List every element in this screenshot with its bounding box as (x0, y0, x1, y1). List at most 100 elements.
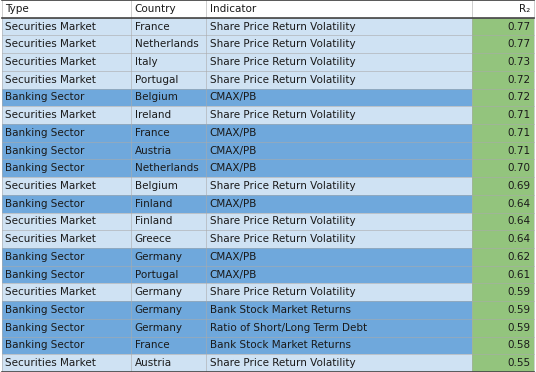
Text: CMAX/PB: CMAX/PB (210, 199, 257, 209)
Bar (2, 124, 472, 142)
Text: France: France (135, 128, 169, 138)
Bar (472, 124, 534, 142)
Text: Germany: Germany (135, 305, 183, 315)
Text: Banking Sector: Banking Sector (5, 340, 84, 350)
Text: Austria: Austria (135, 145, 172, 155)
Text: 0.72: 0.72 (507, 92, 530, 102)
Bar (472, 177, 534, 195)
Text: France: France (135, 22, 169, 32)
Text: Belgium: Belgium (135, 181, 177, 191)
Bar (2, 266, 472, 283)
Text: Securities Market: Securities Market (5, 39, 96, 49)
Text: Germany: Germany (135, 287, 183, 297)
Text: Bank Stock Market Returns: Bank Stock Market Returns (210, 340, 351, 350)
Bar (2, 337, 472, 354)
Text: Share Price Return Volatility: Share Price Return Volatility (210, 75, 355, 85)
Text: Share Price Return Volatility: Share Price Return Volatility (210, 234, 355, 244)
Text: Banking Sector: Banking Sector (5, 163, 84, 173)
Text: Banking Sector: Banking Sector (5, 305, 84, 315)
Text: 0.58: 0.58 (507, 340, 530, 350)
Text: Banking Sector: Banking Sector (5, 323, 84, 333)
Text: Securities Market: Securities Market (5, 181, 96, 191)
Bar (2, 160, 472, 177)
Text: Banking Sector: Banking Sector (5, 145, 84, 155)
Bar (2, 177, 472, 195)
Bar (472, 142, 534, 160)
Bar (2, 0, 472, 18)
Bar (472, 160, 534, 177)
Text: 0.71: 0.71 (507, 128, 530, 138)
Text: Belgium: Belgium (135, 92, 177, 102)
Text: Share Price Return Volatility: Share Price Return Volatility (210, 110, 355, 120)
Text: Type: Type (5, 4, 28, 14)
Text: Banking Sector: Banking Sector (5, 92, 84, 102)
Text: France: France (135, 340, 169, 350)
Bar (472, 106, 534, 124)
Bar (2, 106, 472, 124)
Text: 0.64: 0.64 (507, 234, 530, 244)
Text: 0.59: 0.59 (507, 323, 530, 333)
Text: 0.64: 0.64 (507, 199, 530, 209)
Text: 0.55: 0.55 (507, 358, 530, 368)
Text: Share Price Return Volatility: Share Price Return Volatility (210, 22, 355, 32)
Text: 0.64: 0.64 (507, 217, 530, 227)
Bar (2, 283, 472, 301)
Bar (2, 71, 472, 89)
Text: Austria: Austria (135, 358, 172, 368)
Text: R₂: R₂ (519, 4, 530, 14)
Text: Share Price Return Volatility: Share Price Return Volatility (210, 217, 355, 227)
Bar (472, 319, 534, 337)
Bar (2, 89, 472, 106)
Bar (2, 53, 472, 71)
Text: Germany: Germany (135, 252, 183, 262)
Bar (472, 248, 534, 266)
Bar (2, 230, 472, 248)
Bar (2, 212, 472, 230)
Text: 0.72: 0.72 (507, 75, 530, 85)
Text: 0.71: 0.71 (507, 110, 530, 120)
Bar (472, 230, 534, 248)
Text: 0.71: 0.71 (507, 145, 530, 155)
Text: Portugal: Portugal (135, 75, 178, 85)
Bar (472, 283, 534, 301)
Text: CMAX/PB: CMAX/PB (210, 252, 257, 262)
Text: Share Price Return Volatility: Share Price Return Volatility (210, 181, 355, 191)
Bar (472, 354, 534, 372)
Text: Italy: Italy (135, 57, 157, 67)
Text: CMAX/PB: CMAX/PB (210, 270, 257, 280)
Text: 0.61: 0.61 (507, 270, 530, 280)
Text: Netherlands: Netherlands (135, 39, 198, 49)
Bar (2, 319, 472, 337)
Bar (472, 212, 534, 230)
Text: Ireland: Ireland (135, 110, 170, 120)
Bar (472, 89, 534, 106)
Text: CMAX/PB: CMAX/PB (210, 128, 257, 138)
Bar (2, 195, 472, 212)
Bar (472, 53, 534, 71)
Bar (2, 301, 472, 319)
Text: Banking Sector: Banking Sector (5, 252, 84, 262)
Bar (472, 301, 534, 319)
Text: 0.77: 0.77 (507, 39, 530, 49)
Text: Securities Market: Securities Market (5, 358, 96, 368)
Text: CMAX/PB: CMAX/PB (210, 145, 257, 155)
Text: Finland: Finland (135, 217, 172, 227)
Bar (2, 35, 472, 53)
Bar (2, 142, 472, 160)
Text: Greece: Greece (135, 234, 172, 244)
Text: Portugal: Portugal (135, 270, 178, 280)
Bar (2, 18, 472, 35)
Bar (472, 18, 534, 35)
Text: Share Price Return Volatility: Share Price Return Volatility (210, 39, 355, 49)
Text: Ratio of Short/Long Term Debt: Ratio of Short/Long Term Debt (210, 323, 367, 333)
Text: Indicator: Indicator (210, 4, 256, 14)
Bar (472, 35, 534, 53)
Bar (472, 337, 534, 354)
Text: Banking Sector: Banking Sector (5, 199, 84, 209)
Text: Securities Market: Securities Market (5, 217, 96, 227)
Text: Share Price Return Volatility: Share Price Return Volatility (210, 287, 355, 297)
Bar (472, 71, 534, 89)
Text: 0.73: 0.73 (507, 57, 530, 67)
Text: Share Price Return Volatility: Share Price Return Volatility (210, 57, 355, 67)
Text: 0.59: 0.59 (507, 287, 530, 297)
